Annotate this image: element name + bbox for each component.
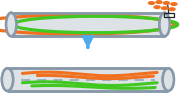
Ellipse shape xyxy=(6,13,16,36)
Circle shape xyxy=(153,5,161,9)
Ellipse shape xyxy=(163,68,174,91)
Ellipse shape xyxy=(2,68,13,91)
Circle shape xyxy=(155,0,163,4)
Bar xyxy=(164,13,174,17)
Circle shape xyxy=(168,7,176,11)
Ellipse shape xyxy=(6,13,16,36)
Ellipse shape xyxy=(159,13,170,36)
Ellipse shape xyxy=(163,68,174,91)
Circle shape xyxy=(170,2,178,6)
Circle shape xyxy=(148,1,155,5)
FancyBboxPatch shape xyxy=(7,68,168,91)
Circle shape xyxy=(161,6,168,10)
FancyBboxPatch shape xyxy=(11,13,165,36)
Ellipse shape xyxy=(159,13,170,36)
Circle shape xyxy=(163,1,170,5)
Ellipse shape xyxy=(2,68,13,91)
